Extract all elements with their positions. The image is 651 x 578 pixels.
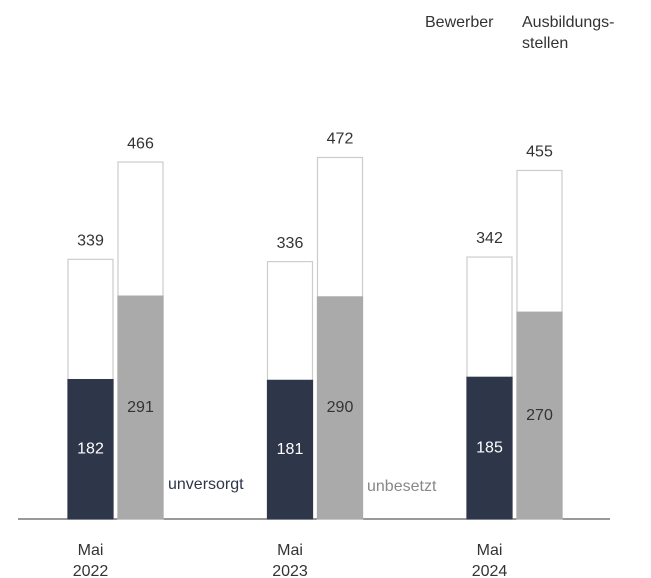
legend-label: Ausbildungs- stellen (522, 14, 615, 52)
data-label: 336 (277, 235, 304, 252)
data-label: 181 (277, 441, 304, 458)
data-label: 472 (327, 131, 354, 148)
legend-label: Bewerber (425, 14, 494, 31)
data-label: 291 (127, 399, 154, 416)
bar-segment (516, 311, 563, 520)
data-label: 185 (476, 439, 503, 456)
bar-segment (117, 295, 164, 520)
data-label: 455 (526, 144, 553, 161)
series-label: unbesetzt (367, 478, 437, 495)
data-label: 290 (327, 399, 354, 416)
series-label: unversorgt (168, 476, 244, 493)
data-label: 182 (77, 441, 104, 458)
data-label: 342 (476, 230, 503, 247)
data-label: 270 (526, 407, 553, 424)
bar-segment (67, 378, 114, 520)
bar-segment (316, 296, 364, 520)
x-tick-label: Mai 2024 (471, 542, 508, 578)
x-tick-label: Mai 2023 (272, 542, 308, 578)
data-label: 466 (127, 135, 154, 152)
x-tick-label: Mai 2022 (72, 542, 109, 578)
bar-segment (266, 379, 314, 520)
data-label: 339 (77, 233, 104, 250)
bar-segment (466, 376, 513, 520)
